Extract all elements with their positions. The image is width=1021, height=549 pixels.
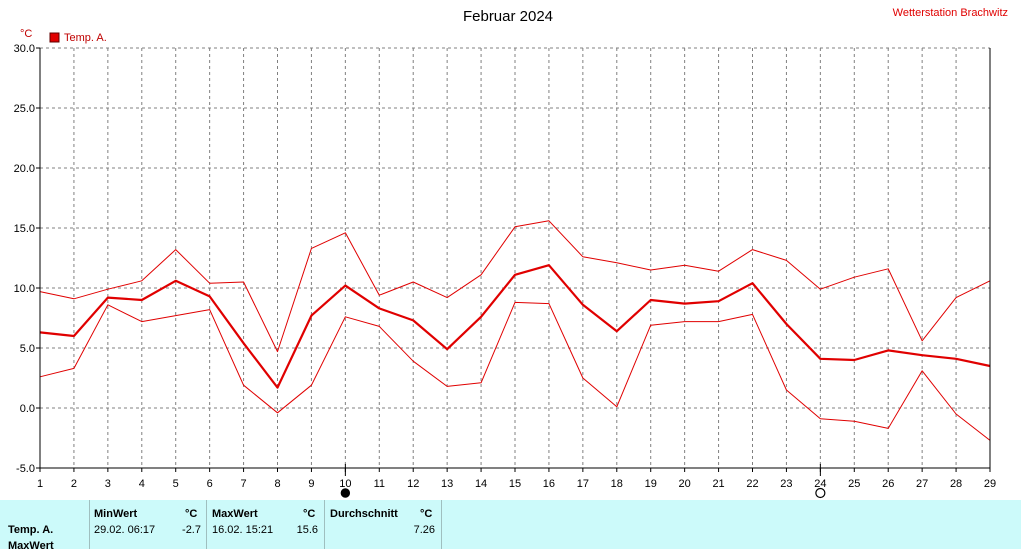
chart-title: Februar 2024 — [463, 8, 553, 25]
avg-unit: °C — [420, 508, 433, 520]
x-tick-label: 8 — [274, 478, 280, 490]
x-tick-label: 7 — [241, 478, 247, 490]
x-tick-label: 22 — [746, 478, 758, 490]
x-tick-label: 21 — [712, 478, 724, 490]
stats-row-label: Temp. A. — [8, 524, 54, 536]
temperature-chart: Februar 2024 Wetterstation Brachwitz °C … — [14, 7, 1008, 499]
x-tick-label: 5 — [173, 478, 179, 490]
y-tick-labels: 30.0 25.0 20.0 15.0 10.0 5.0 0.0 -5.0 — [14, 43, 40, 475]
x-tick-label: 23 — [780, 478, 792, 490]
stats-divider — [324, 500, 325, 549]
x-tick-label: 16 — [543, 478, 555, 490]
y-tick-label: 30.0 — [14, 43, 35, 55]
y-tick-label: 25.0 — [14, 103, 35, 115]
x-tick-label: 26 — [882, 478, 894, 490]
max-datetime: 16.02. 15:21 — [212, 524, 274, 536]
stats-row-label-2: MaxWert — [8, 540, 54, 549]
min-header: MinWert — [94, 508, 138, 520]
x-tick-label: 19 — [645, 478, 657, 490]
x-tick-label: 12 — [407, 478, 419, 490]
series-lines — [39, 220, 991, 441]
x-tick-label: 14 — [475, 478, 487, 490]
grid — [40, 47, 990, 468]
legend-swatch — [49, 32, 60, 43]
stats-divider — [89, 500, 90, 549]
max-value: 15.6 — [296, 524, 318, 536]
x-tick-labels: 1 2 3 4 5 6 7 8 9 10 11 12 13 14 15 16 17 18 19 20 21 22 23 24 2… — [37, 468, 996, 490]
x-tick-label: 1 — [37, 478, 43, 490]
x-tick-label: 2 — [71, 478, 77, 490]
max-unit: °C — [303, 508, 316, 520]
x-tick-label: 10 — [339, 478, 351, 490]
x-tick-label: 29 — [984, 478, 996, 490]
y-tick-label: 0.0 — [20, 403, 35, 415]
x-tick-label: 6 — [207, 478, 213, 490]
y-tick-label: 15.0 — [14, 223, 35, 235]
x-tick-label: 4 — [139, 478, 145, 490]
y-axis-unit: °C — [20, 28, 32, 40]
legend-label: Temp. A. — [64, 32, 107, 44]
full-moon-icon — [815, 487, 826, 499]
stats-divider — [441, 500, 442, 549]
series-line-min — [39, 301, 991, 441]
x-tick-label: 24 — [814, 478, 826, 490]
series-line-max — [39, 220, 991, 353]
min-unit: °C — [185, 508, 198, 520]
x-tick-label: 13 — [441, 478, 453, 490]
x-tick-label: 9 — [308, 478, 314, 490]
x-tick-label: 11 — [374, 478, 385, 490]
max-header: MaxWert — [212, 508, 258, 520]
x-tick-label: 20 — [679, 478, 691, 490]
min-datetime: 29.02. 06:17 — [94, 524, 156, 536]
x-tick-label: 18 — [611, 478, 623, 490]
avg-header: Durchschnitt — [330, 508, 398, 520]
y-tick-label: 5.0 — [20, 343, 35, 355]
x-tick-label: 17 — [577, 478, 589, 490]
x-tick-label: 15 — [509, 478, 521, 490]
y-tick-label: 20.0 — [14, 163, 35, 175]
x-tick-label: 25 — [848, 478, 860, 490]
x-tick-label: 28 — [950, 478, 962, 490]
new-moon-icon — [340, 488, 351, 498]
stats-divider — [206, 500, 207, 549]
moon-phases — [340, 464, 826, 499]
x-tick-label: 3 — [105, 478, 111, 490]
statistics-panel: Temp. A. MaxWert MinWert °C 29.02. 06:17… — [0, 500, 1021, 549]
y-tick-label: 10.0 — [14, 283, 35, 295]
min-value: -2.7 — [182, 524, 201, 536]
series-line-mean — [39, 264, 991, 389]
station-name: Wetterstation Brachwitz — [893, 7, 1008, 19]
x-tick-label: 27 — [916, 478, 928, 490]
avg-value: 7.26 — [413, 524, 435, 536]
y-tick-label: -5.0 — [16, 463, 35, 475]
